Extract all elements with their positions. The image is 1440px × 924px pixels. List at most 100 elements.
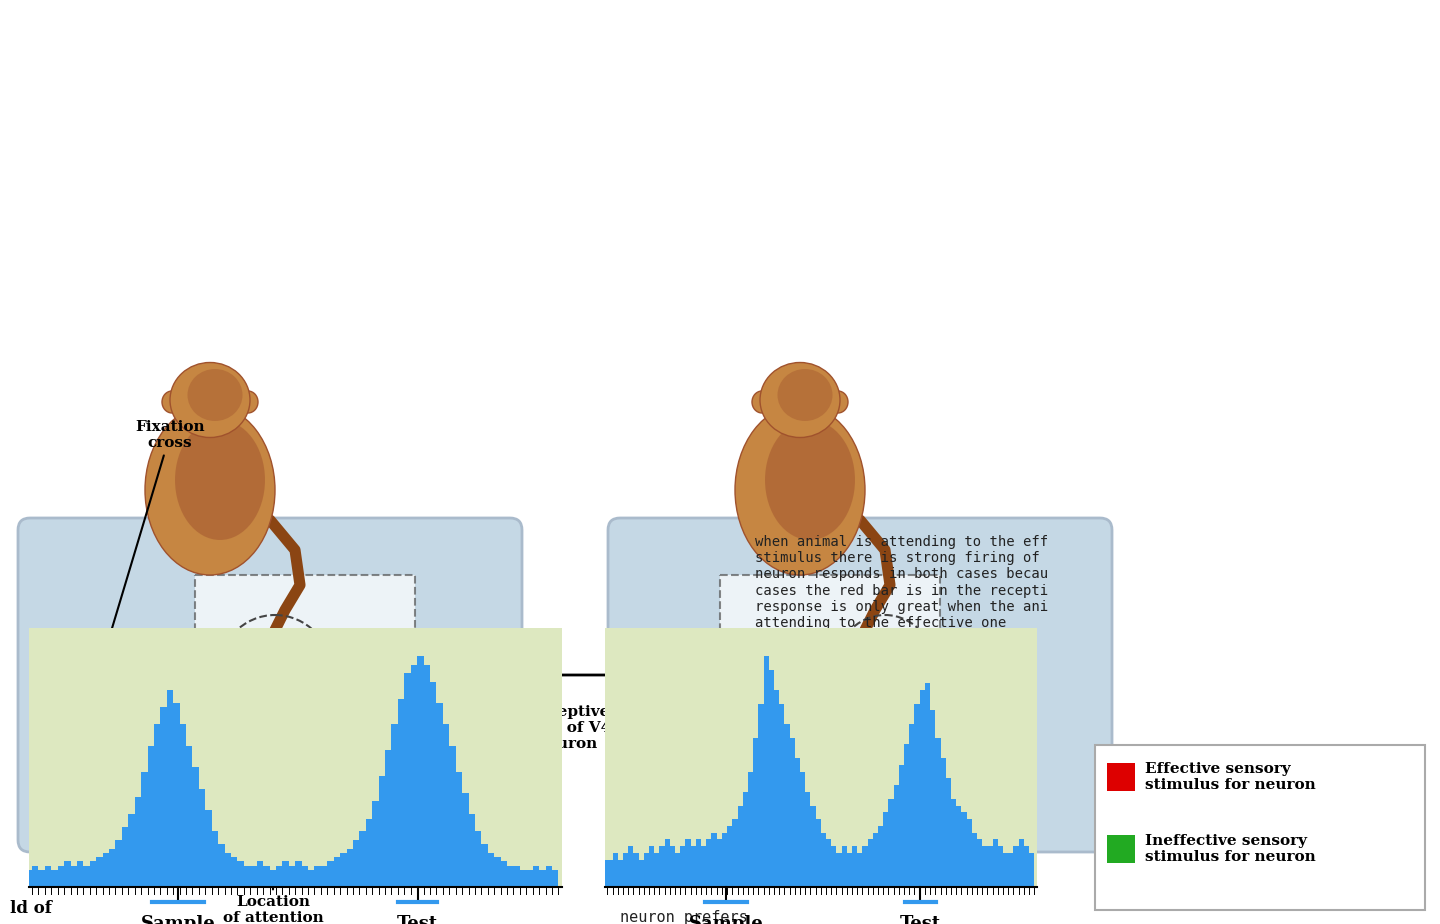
- Bar: [1018, 840, 1024, 887]
- Bar: [186, 746, 193, 887]
- Bar: [920, 690, 924, 887]
- Text: Receptive
field of V4
neuron: Receptive field of V4 neuron: [523, 705, 612, 751]
- Bar: [691, 846, 696, 887]
- FancyBboxPatch shape: [194, 575, 415, 775]
- Bar: [1107, 763, 1135, 791]
- Bar: [449, 746, 455, 887]
- Bar: [135, 797, 141, 887]
- Bar: [711, 833, 717, 887]
- Ellipse shape: [170, 362, 251, 437]
- Bar: [410, 664, 418, 887]
- Bar: [946, 778, 950, 887]
- Bar: [827, 840, 831, 887]
- Bar: [225, 853, 230, 887]
- Bar: [481, 845, 488, 887]
- Bar: [675, 853, 680, 887]
- Bar: [533, 866, 539, 887]
- Bar: [696, 840, 701, 887]
- Bar: [988, 846, 992, 887]
- Bar: [763, 656, 769, 887]
- Bar: [1030, 853, 1034, 887]
- Bar: [39, 869, 45, 887]
- Text: Effective sensory
stimulus for neuron: Effective sensory stimulus for neuron: [1145, 762, 1316, 792]
- Ellipse shape: [828, 391, 848, 413]
- Bar: [909, 724, 914, 887]
- Bar: [608, 860, 612, 887]
- Bar: [507, 866, 514, 887]
- Bar: [815, 819, 821, 887]
- Ellipse shape: [765, 420, 855, 540]
- Bar: [612, 853, 618, 887]
- Bar: [670, 846, 675, 887]
- Bar: [831, 846, 837, 887]
- Bar: [769, 670, 773, 887]
- Bar: [602, 860, 608, 887]
- Bar: [71, 866, 76, 887]
- Bar: [122, 827, 128, 887]
- Bar: [744, 661, 815, 689]
- Ellipse shape: [734, 405, 865, 575]
- Ellipse shape: [760, 362, 840, 437]
- FancyBboxPatch shape: [720, 575, 940, 775]
- Bar: [1004, 853, 1008, 887]
- Bar: [26, 869, 32, 887]
- Bar: [327, 861, 334, 887]
- Bar: [347, 848, 353, 887]
- Bar: [966, 819, 972, 887]
- Bar: [753, 737, 759, 887]
- Bar: [32, 866, 39, 887]
- Bar: [1024, 846, 1030, 887]
- Bar: [992, 840, 998, 887]
- Bar: [805, 792, 811, 887]
- Ellipse shape: [752, 391, 772, 413]
- Bar: [665, 840, 670, 887]
- Bar: [743, 792, 747, 887]
- Bar: [982, 846, 988, 887]
- Bar: [405, 674, 410, 887]
- Bar: [888, 798, 894, 887]
- Bar: [841, 846, 847, 887]
- Bar: [737, 806, 743, 887]
- Bar: [852, 846, 857, 887]
- Bar: [128, 814, 135, 887]
- Bar: [84, 866, 89, 887]
- Bar: [109, 848, 115, 887]
- Bar: [89, 861, 96, 887]
- Bar: [282, 861, 289, 887]
- Bar: [444, 724, 449, 887]
- Bar: [747, 772, 753, 887]
- Bar: [685, 840, 691, 887]
- Bar: [212, 832, 219, 887]
- Bar: [52, 869, 58, 887]
- Bar: [301, 866, 308, 887]
- Ellipse shape: [778, 369, 832, 421]
- Text: ld of: ld of: [10, 900, 52, 917]
- Bar: [727, 826, 733, 887]
- Bar: [972, 833, 976, 887]
- Ellipse shape: [145, 405, 275, 575]
- Bar: [102, 853, 109, 887]
- Bar: [377, 630, 399, 710]
- Bar: [1008, 853, 1014, 887]
- Bar: [950, 798, 956, 887]
- Bar: [115, 840, 122, 887]
- Bar: [526, 869, 533, 887]
- Bar: [795, 758, 801, 887]
- Bar: [494, 857, 501, 887]
- Bar: [360, 832, 366, 887]
- Bar: [238, 861, 243, 887]
- FancyBboxPatch shape: [17, 518, 521, 852]
- Bar: [936, 737, 940, 887]
- Bar: [76, 861, 84, 887]
- Bar: [914, 703, 920, 887]
- Bar: [160, 708, 167, 887]
- Bar: [628, 846, 634, 887]
- Bar: [857, 853, 863, 887]
- Bar: [552, 869, 559, 887]
- Bar: [1014, 846, 1018, 887]
- Bar: [147, 746, 154, 887]
- Bar: [141, 772, 147, 887]
- Bar: [868, 840, 873, 887]
- Bar: [321, 866, 327, 887]
- Text: Sample: Sample: [141, 915, 216, 924]
